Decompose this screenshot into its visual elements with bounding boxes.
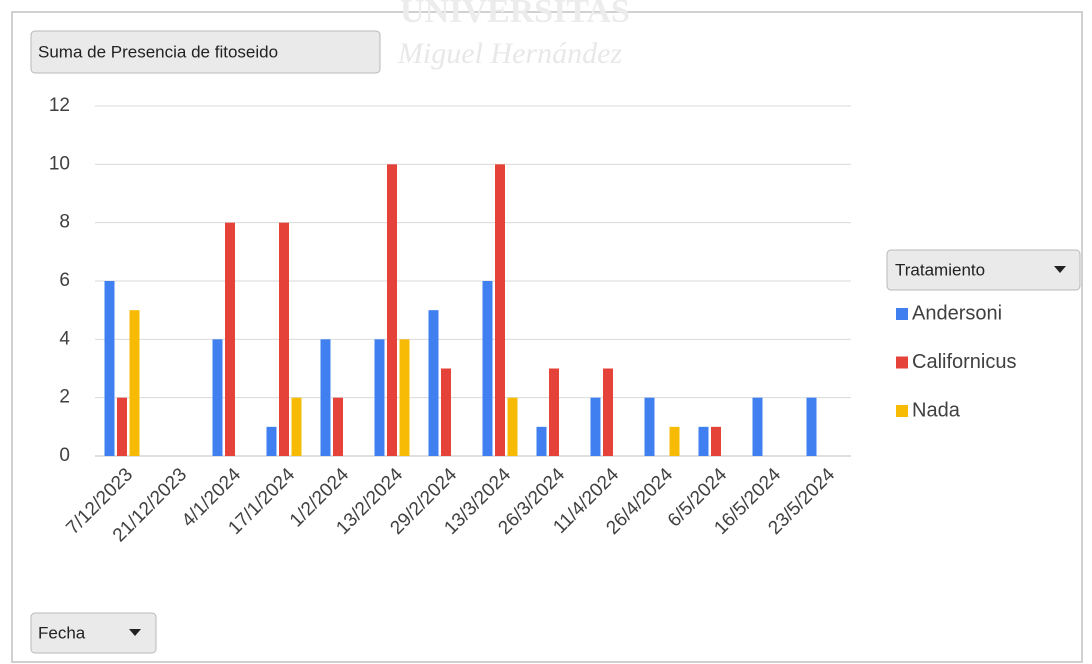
bar bbox=[644, 397, 655, 456]
bar bbox=[752, 397, 763, 456]
bar bbox=[374, 339, 385, 456]
y-tick-label: 12 bbox=[49, 95, 70, 116]
bar bbox=[266, 426, 277, 456]
legend-swatch bbox=[896, 356, 908, 369]
bar bbox=[669, 426, 680, 456]
bar bbox=[104, 281, 115, 456]
bar bbox=[333, 397, 343, 456]
bar bbox=[279, 222, 289, 456]
bar bbox=[711, 426, 721, 456]
bar bbox=[129, 310, 140, 456]
bar bbox=[507, 397, 518, 456]
button-label: Fecha bbox=[38, 623, 86, 642]
bar bbox=[399, 339, 410, 456]
button-bg bbox=[30, 30, 381, 74]
dropdown-arrow bbox=[129, 629, 141, 636]
watermark: UNIVERSITAS bbox=[400, 0, 630, 30]
bar bbox=[590, 397, 601, 456]
bar bbox=[387, 164, 397, 457]
legend-swatch bbox=[896, 405, 908, 417]
watermark: Miguel Hernández bbox=[397, 37, 622, 70]
y-tick-label: 4 bbox=[59, 328, 70, 349]
axis-field-button[interactable]: Fecha bbox=[30, 612, 157, 654]
bar bbox=[698, 426, 709, 456]
bar bbox=[536, 426, 547, 456]
value-field-button[interactable]: Suma de Presencia de fitoseido bbox=[30, 30, 381, 74]
y-tick-label: 2 bbox=[59, 387, 70, 408]
bar bbox=[482, 281, 493, 456]
bar bbox=[117, 397, 127, 456]
button-label: Suma de Presencia de fitoseido bbox=[38, 42, 278, 61]
y-tick-label: 10 bbox=[49, 153, 70, 174]
bar bbox=[320, 339, 331, 456]
button-bg bbox=[886, 249, 1081, 291]
bar bbox=[495, 164, 505, 457]
legend-label: Nada bbox=[912, 399, 961, 421]
bar bbox=[441, 368, 451, 456]
legend-label: Andersoni bbox=[912, 302, 1002, 324]
button-bg bbox=[30, 612, 157, 654]
y-tick-label: 6 bbox=[59, 270, 70, 291]
y-tick-label: 0 bbox=[59, 445, 70, 466]
bar bbox=[212, 339, 223, 456]
bar bbox=[549, 368, 559, 456]
bar bbox=[428, 310, 439, 456]
bar bbox=[603, 368, 613, 456]
y-tick-label: 8 bbox=[59, 212, 70, 233]
legend-field-button[interactable]: Tratamiento bbox=[886, 249, 1081, 291]
button-label: Tratamiento bbox=[895, 260, 985, 279]
legend-label: Californicus bbox=[912, 351, 1016, 373]
bar bbox=[806, 397, 817, 456]
bar bbox=[291, 397, 302, 456]
chart-frame bbox=[11, 11, 1083, 663]
bar bbox=[225, 222, 235, 456]
legend-swatch bbox=[896, 308, 908, 320]
dropdown-arrow bbox=[1054, 266, 1066, 273]
